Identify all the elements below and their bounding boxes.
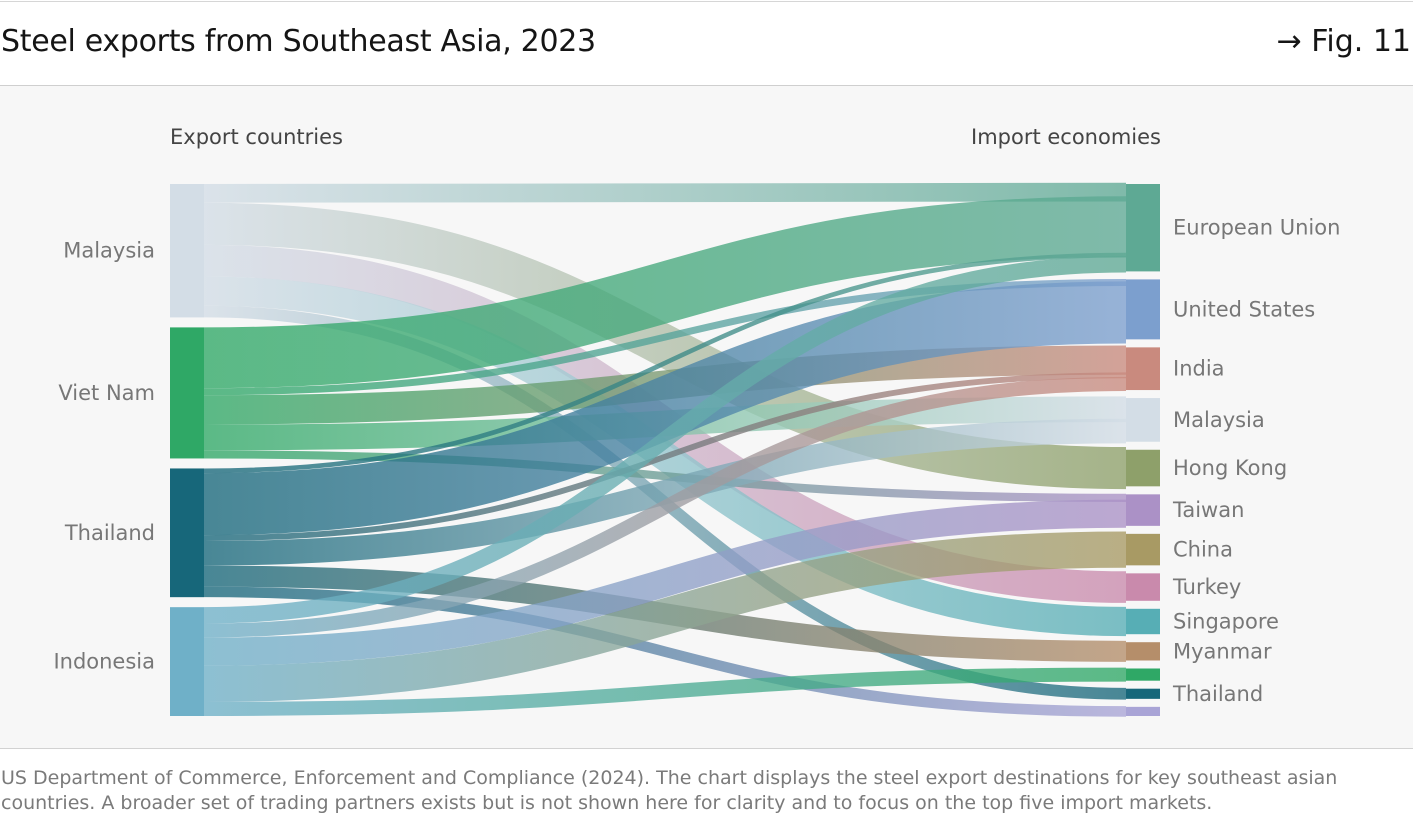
source-label-viet-nam: Viet Nam xyxy=(58,381,155,405)
flow-indonesia-to-european-union[interactable] xyxy=(203,256,1127,624)
source-label-indonesia: Indonesia xyxy=(53,650,155,674)
source-node-malaysia[interactable] xyxy=(170,184,204,318)
source-node-viet-nam[interactable] xyxy=(170,327,204,459)
target-node-united-states[interactable] xyxy=(1126,279,1160,340)
top-rule xyxy=(0,1,1413,2)
target-node-taiwan[interactable] xyxy=(1126,494,1160,526)
target-node-european-union[interactable] xyxy=(1126,184,1160,272)
flow-links xyxy=(203,182,1127,717)
target-node-turkey[interactable] xyxy=(1126,573,1160,601)
page-title: Steel exports from Southeast Asia, 2023 xyxy=(1,24,596,59)
target-node-singapore[interactable] xyxy=(1126,608,1160,635)
target-label-singapore: Singapore xyxy=(1173,609,1279,633)
nodes xyxy=(170,184,1160,716)
flow-indonesia-to-china[interactable] xyxy=(203,531,1127,702)
target-node-hong-kong[interactable] xyxy=(1126,449,1160,487)
target-label-myanmar: Myanmar xyxy=(1173,639,1272,663)
flow-viet-nam-to-european-union[interactable] xyxy=(203,196,1127,389)
target-node-india[interactable] xyxy=(1126,347,1160,391)
target-label-india: India xyxy=(1173,357,1225,381)
source-label-malaysia: Malaysia xyxy=(63,239,155,263)
target-label-hong-kong: Hong Kong xyxy=(1173,456,1287,480)
flow-malaysia-to-european-union[interactable] xyxy=(203,182,1127,203)
target-node-thailand[interactable] xyxy=(1126,688,1160,699)
source-node-thailand[interactable] xyxy=(170,468,204,598)
sankey-chart: Export countries Import economies Malays… xyxy=(53,125,1340,717)
flow-indonesia-to-taiwan[interactable] xyxy=(203,499,1127,666)
figure-reference[interactable]: → Fig. 11 xyxy=(1276,24,1411,59)
source-note: US Department of Commerce, Enforcement a… xyxy=(1,767,1338,814)
target-node-malaysia[interactable] xyxy=(1126,398,1160,442)
target-node-unlabeled-10[interactable] xyxy=(1126,668,1160,681)
flow-thailand-to-malaysia[interactable] xyxy=(203,418,1127,566)
target-label-turkey: Turkey xyxy=(1172,575,1241,599)
target-label-china: China xyxy=(1173,538,1233,562)
target-node-china[interactable] xyxy=(1126,533,1160,566)
right-heading: Import economies xyxy=(971,125,1161,149)
target-node-unlabeled-12[interactable] xyxy=(1126,706,1160,716)
target-label-taiwan: Taiwan xyxy=(1172,498,1244,522)
target-label-malaysia: Malaysia xyxy=(1173,408,1265,432)
chart-panel: Export countries Import economies Malays… xyxy=(0,86,1413,749)
source-label-thailand: Thailand xyxy=(64,521,155,545)
flow-indonesia-to-india[interactable] xyxy=(203,376,1127,638)
target-label-european-union: European Union xyxy=(1173,216,1340,240)
left-heading: Export countries xyxy=(170,125,343,149)
target-label-thailand: Thailand xyxy=(1172,682,1263,706)
flow-indonesia-to-unlabeled-10[interactable] xyxy=(203,667,1127,716)
source-node-indonesia[interactable] xyxy=(170,607,204,716)
flow-malaysia-to-hong-kong[interactable] xyxy=(203,202,1127,490)
flow-thailand-to-united-states[interactable] xyxy=(203,281,1127,536)
node-labels: Malaysia Viet Nam Thailand Indonesia Europea… xyxy=(53,216,1340,706)
header: Steel exports from Southeast Asia, 2023 … xyxy=(0,2,1413,86)
target-label-united-states: United States xyxy=(1173,297,1315,321)
target-node-myanmar[interactable] xyxy=(1126,642,1160,661)
flow-thailand-to-european-union[interactable] xyxy=(203,252,1127,474)
flow-thailand-to-india[interactable] xyxy=(203,372,1127,542)
